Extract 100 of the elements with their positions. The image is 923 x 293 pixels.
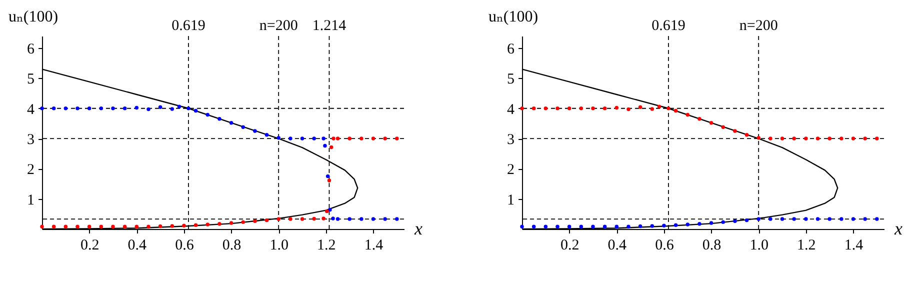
point <box>111 106 115 110</box>
point <box>626 224 630 228</box>
point <box>768 217 772 221</box>
point <box>744 218 749 222</box>
y-tick-label: 3 <box>27 132 34 148</box>
point <box>323 144 327 148</box>
point <box>383 217 387 221</box>
point <box>158 105 162 110</box>
point <box>657 104 662 108</box>
point <box>241 220 245 224</box>
point <box>327 178 332 182</box>
point <box>229 120 234 125</box>
point <box>602 106 607 110</box>
point <box>638 105 642 110</box>
y-tick-label: 2 <box>27 162 34 178</box>
ref-line-label: 0.619 <box>652 18 686 34</box>
point <box>326 174 330 178</box>
point <box>626 107 630 112</box>
point <box>276 136 280 140</box>
point <box>721 220 725 224</box>
point <box>288 136 292 140</box>
x-tick-label: 1.2 <box>797 238 816 254</box>
point <box>312 216 316 221</box>
y-tick-label: 3 <box>507 132 514 148</box>
x-axis-title: x <box>414 218 422 238</box>
y-tick-label: 2 <box>507 162 514 178</box>
point <box>170 107 174 111</box>
point <box>591 106 595 110</box>
point <box>395 136 399 140</box>
x-tick-label: 0.4 <box>608 238 628 254</box>
x-tick-label: 1.0 <box>270 238 288 254</box>
point <box>863 217 867 221</box>
point <box>371 217 376 221</box>
point <box>792 136 796 140</box>
point <box>520 224 524 228</box>
point <box>851 136 856 140</box>
point <box>532 224 536 228</box>
y-tick-label: 4 <box>27 102 35 118</box>
point <box>556 106 560 110</box>
point <box>122 224 127 228</box>
point <box>336 217 340 221</box>
point <box>206 112 210 117</box>
point <box>253 219 257 224</box>
point <box>329 145 334 150</box>
y-tick-label: 6 <box>27 42 35 58</box>
point <box>851 217 856 221</box>
point <box>360 217 364 221</box>
point <box>218 222 222 226</box>
x-tick-label: 0.4 <box>128 238 148 254</box>
ref-line-label: 1.214 <box>312 18 347 34</box>
point <box>52 224 56 228</box>
point <box>76 224 80 228</box>
point <box>709 221 714 225</box>
point <box>756 136 760 140</box>
point <box>674 223 678 227</box>
point <box>182 224 186 228</box>
point <box>322 136 326 140</box>
point <box>544 106 548 110</box>
point <box>40 224 44 228</box>
point <box>709 120 714 125</box>
point <box>360 136 364 140</box>
point <box>331 216 335 220</box>
point <box>328 208 332 212</box>
point <box>733 219 737 224</box>
point <box>241 125 245 129</box>
point <box>686 222 690 226</box>
point <box>383 136 387 140</box>
point <box>532 106 536 110</box>
point <box>87 106 92 110</box>
point <box>300 217 304 221</box>
point <box>650 107 654 111</box>
point <box>312 136 316 140</box>
point <box>666 106 670 110</box>
point <box>780 136 784 140</box>
point <box>348 217 352 221</box>
point <box>64 106 68 110</box>
point <box>264 133 269 137</box>
point <box>64 224 68 228</box>
point <box>146 224 150 228</box>
point <box>662 224 666 228</box>
point <box>322 216 326 220</box>
point <box>276 217 280 221</box>
point <box>828 136 832 140</box>
point <box>336 136 340 140</box>
point <box>686 112 690 117</box>
point <box>792 217 796 221</box>
point <box>567 106 572 110</box>
x-axis-title: x <box>894 218 902 238</box>
point <box>288 217 292 221</box>
point <box>264 218 269 222</box>
point <box>87 224 92 228</box>
point <box>698 222 702 226</box>
x-tick-label: 0.8 <box>222 238 242 254</box>
point <box>134 224 139 228</box>
x-tick-label: 1.4 <box>844 238 864 254</box>
point <box>300 136 304 140</box>
point <box>122 106 127 110</box>
point <box>146 107 150 112</box>
x-tick-label: 1.0 <box>750 238 768 254</box>
point <box>744 133 749 137</box>
